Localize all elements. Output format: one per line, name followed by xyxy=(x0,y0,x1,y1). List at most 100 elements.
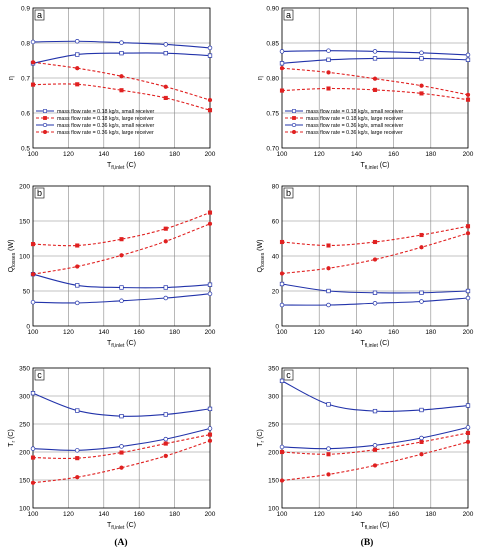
x-tick-label: 180 xyxy=(169,151,180,158)
data-point-square xyxy=(326,452,331,457)
data-point-circle xyxy=(119,40,124,45)
data-point-square xyxy=(163,441,168,446)
data-point-circle xyxy=(163,453,168,459)
data-point-square xyxy=(279,61,285,66)
data-point-square xyxy=(326,402,331,407)
x-tick-label: 100 xyxy=(28,511,39,518)
legend-marker xyxy=(42,130,47,135)
data-point-square xyxy=(207,432,213,437)
x-tick-label: 100 xyxy=(277,151,288,158)
data-point-circle xyxy=(279,444,285,450)
data-point-square xyxy=(119,285,124,290)
series-line-3 xyxy=(32,223,211,275)
y-tick-label: 200 xyxy=(19,183,30,190)
x-tick-label: 120 xyxy=(63,511,74,518)
data-point-square xyxy=(119,88,124,93)
data-point-square xyxy=(207,406,213,412)
x-tick-label: 140 xyxy=(351,151,362,158)
x-tick-label: 140 xyxy=(351,329,362,336)
data-point-circle xyxy=(419,452,424,457)
data-point-square xyxy=(419,439,424,444)
chart-panel-0: 100 120 140 160 180 200 0.5 0.6 0.7 0.8 0.9 a Tfl,in… xyxy=(8,5,216,171)
panel-tag-label: b xyxy=(37,188,42,198)
data-point-circle xyxy=(119,465,124,470)
y-tick-label: 50 xyxy=(23,288,31,295)
data-point-circle xyxy=(279,478,285,483)
x-tick-label: 140 xyxy=(98,511,109,518)
data-point-square xyxy=(279,239,285,245)
data-point-square xyxy=(207,282,213,287)
panel-tag-label: c xyxy=(286,370,291,380)
data-point-square xyxy=(207,108,213,113)
series-line-1 xyxy=(281,432,469,455)
data-point-circle xyxy=(372,443,378,448)
data-point-circle xyxy=(163,84,168,89)
data-point-square xyxy=(75,283,80,288)
x-tick-label: 200 xyxy=(205,511,216,518)
x-tick-label: 100 xyxy=(28,329,39,336)
y-tick-label: 100 xyxy=(19,505,30,512)
data-point-circle xyxy=(119,444,124,449)
y-tick-label: 0 xyxy=(26,323,30,330)
data-point-square xyxy=(419,91,424,96)
data-point-square xyxy=(326,86,331,91)
data-point-square xyxy=(326,57,331,62)
y-tick-label: 350 xyxy=(268,365,279,372)
series-line-3 xyxy=(281,441,469,482)
data-point-circle xyxy=(372,257,378,262)
data-point-circle xyxy=(419,83,424,88)
plot-frame xyxy=(281,7,469,149)
data-point-circle xyxy=(74,38,80,44)
data-point-circle xyxy=(465,439,471,445)
data-point-circle xyxy=(279,49,285,54)
x-tick-label: 160 xyxy=(134,511,145,518)
series-line-1 xyxy=(32,212,211,247)
data-point-square xyxy=(30,455,36,460)
data-point-square xyxy=(163,95,168,101)
data-point-circle xyxy=(30,39,36,45)
y-tick-label: 300 xyxy=(19,393,30,400)
panel-tag-box xyxy=(34,187,45,199)
panel-tag-label: a xyxy=(286,10,291,20)
x-tick-label: 120 xyxy=(63,329,74,336)
y-tick-label: 40 xyxy=(272,253,280,260)
plot-frame xyxy=(281,367,469,509)
column-label-b: (B) xyxy=(361,537,374,548)
series-line-3 xyxy=(32,61,211,101)
data-point-circle xyxy=(326,70,331,75)
data-point-square xyxy=(30,391,36,396)
data-point-square xyxy=(465,57,471,62)
data-point-circle xyxy=(163,436,169,442)
data-point-circle xyxy=(119,74,124,79)
panel-tag-label: b xyxy=(286,188,291,198)
data-point-square xyxy=(75,52,80,57)
y-tick-label: 0.85 xyxy=(266,40,279,47)
x-tick-label: 140 xyxy=(351,511,362,518)
data-point-circle xyxy=(207,221,213,226)
chart-panel-3: 100 120 140 160 180 200 0 20 40 60 80 b Tfl,inlet (C… xyxy=(257,183,474,349)
legend-entry-label: mass flow rate = 0.36 kg/s, small receiv… xyxy=(306,123,404,129)
data-point-square xyxy=(75,408,80,413)
x-tick-label: 120 xyxy=(314,151,325,158)
data-point-circle xyxy=(207,97,213,103)
data-point-square xyxy=(419,290,424,295)
data-point-square xyxy=(119,414,124,419)
data-point-circle xyxy=(30,272,36,277)
data-point-circle xyxy=(163,295,169,301)
x-tick-label: 180 xyxy=(169,329,180,336)
series-line-0 xyxy=(32,392,211,417)
data-point-circle xyxy=(207,45,213,51)
chart-panel-5: 100 120 140 160 180 200 100 150 200 250 300 350 c Tfl… xyxy=(257,365,474,531)
data-point-circle xyxy=(372,463,378,468)
data-point-square xyxy=(279,88,285,93)
data-point-circle xyxy=(74,448,80,453)
y-tick-label: 100 xyxy=(19,253,30,260)
y-tick-label: 0.8 xyxy=(21,40,30,47)
x-tick-label: 200 xyxy=(463,511,474,518)
y-tick-label: 20 xyxy=(272,288,280,295)
data-point-circle xyxy=(465,52,471,58)
data-point-square xyxy=(419,407,424,413)
data-point-circle xyxy=(372,49,378,54)
data-point-square xyxy=(279,281,285,287)
